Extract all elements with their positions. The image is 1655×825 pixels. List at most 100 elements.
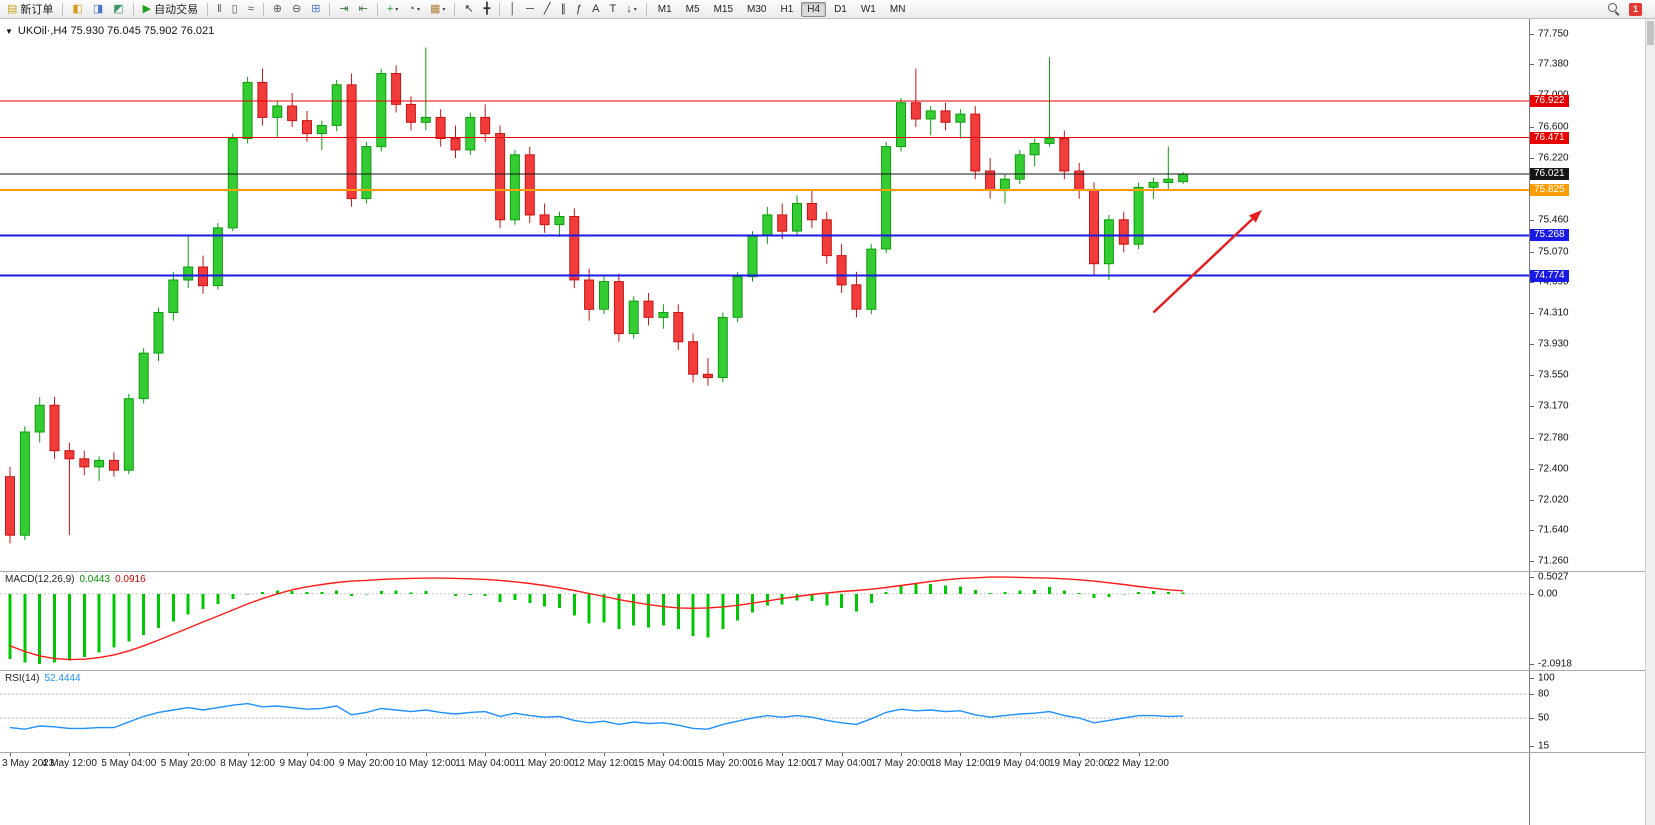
- axis-tick: [1530, 251, 1534, 253]
- panel-separator[interactable]: [0, 670, 1645, 671]
- panel-separator[interactable]: [0, 752, 1645, 753]
- crosshair-button[interactable]: ╋: [480, 0, 495, 19]
- time-tick-label: 5 May 20:00: [160, 758, 216, 769]
- timeframe-m5-button[interactable]: M5: [685, 3, 700, 15]
- chevron-down-icon: ▾: [442, 6, 446, 13]
- vertical-line-icon: │: [509, 2, 517, 15]
- text-icon: A: [592, 2, 600, 15]
- timeframe-m30-button[interactable]: M30: [747, 3, 767, 15]
- candle: [569, 216, 580, 281]
- time-tick: [307, 752, 308, 756]
- timeframe-d1-button[interactable]: D1: [834, 3, 847, 15]
- candle: [836, 255, 847, 286]
- indicators-button[interactable]: + ▾: [383, 0, 402, 19]
- candle: [376, 73, 387, 148]
- tile-windows-button[interactable]: ⊞: [307, 0, 324, 19]
- axis-tick: [1530, 468, 1534, 470]
- axis-tick: [1530, 593, 1534, 595]
- timeframe-h1-button[interactable]: H1: [780, 3, 794, 15]
- candle: [509, 154, 520, 221]
- auto-scroll-button[interactable]: ⇥: [335, 0, 352, 19]
- panel-separator[interactable]: [0, 571, 1645, 572]
- price-tick-label: 72.400: [1538, 463, 1569, 475]
- profiles-button[interactable]: ◨: [89, 0, 107, 19]
- candle: [554, 216, 565, 226]
- rsi-scale-label: 50: [1538, 712, 1550, 724]
- time-tick: [1138, 752, 1140, 756]
- vertical-line-button[interactable]: │: [505, 0, 520, 19]
- price-tick-label: 72.780: [1538, 432, 1569, 444]
- chart-shift-button[interactable]: ⇤: [355, 0, 372, 19]
- zoom-out-button[interactable]: ⊖: [288, 0, 305, 19]
- autotrading-button[interactable]: ▶ 自动交易: [139, 0, 202, 19]
- candlestick-button[interactable]: ▯: [228, 0, 242, 19]
- channel-icon: ∥: [560, 2, 567, 15]
- fibonacci-button[interactable]: ƒ: [572, 0, 586, 19]
- macd-signal-value: 0.0916: [115, 574, 146, 585]
- trend-arrow[interactable]: [1152, 210, 1262, 314]
- timeframe-mn-button[interactable]: MN: [889, 3, 906, 15]
- charts-button[interactable]: ◧: [68, 0, 86, 19]
- axis-tick: [1530, 694, 1534, 695]
- macd-main-value: 0.0443: [79, 574, 111, 585]
- candle: [64, 450, 75, 460]
- candle: [999, 178, 1010, 192]
- line-chart-button[interactable]: ≈: [244, 0, 258, 19]
- candle: [717, 316, 728, 379]
- candle: [524, 154, 535, 216]
- candle: [346, 84, 357, 200]
- scroll-thumb[interactable]: [1647, 21, 1654, 45]
- candle: [1089, 190, 1099, 265]
- timeframe-h4-button[interactable]: H4: [801, 1, 827, 17]
- toolbar-separator: [132, 2, 134, 16]
- axis-tick: [1530, 158, 1534, 159]
- axis-tick: [1530, 437, 1534, 439]
- candle: [881, 146, 892, 250]
- candle: [123, 398, 134, 471]
- chart-header: ▼ UKOil·,H4 75.930 76.045 75.902 76.021: [5, 25, 214, 37]
- price-tick-label: 71.640: [1538, 524, 1569, 536]
- templates-button[interactable]: ▦ ▾: [426, 0, 449, 19]
- periods-button[interactable]: ◔ ▾: [404, 0, 424, 19]
- bar-chart-button[interactable]: ‖: [213, 0, 226, 19]
- time-tick-label: 15 May 04:00: [633, 758, 694, 769]
- right-scroll-strip[interactable]: [1645, 19, 1655, 825]
- trendline-button[interactable]: ╱: [540, 0, 555, 19]
- rsi-value: 52.4444: [44, 673, 81, 684]
- arrows-button[interactable]: ↓ ▾: [622, 0, 641, 19]
- time-tick: [960, 752, 962, 756]
- profiles-icon: ◨: [92, 2, 104, 15]
- candle: [79, 458, 90, 468]
- autotrading-button-label: 自动交易: [154, 4, 199, 16]
- search-icon[interactable]: [1608, 3, 1620, 15]
- time-tick-label: 10 May 12:00: [395, 758, 457, 769]
- timeframe-w1-button[interactable]: W1: [860, 3, 876, 15]
- candle: [168, 279, 179, 313]
- text-button[interactable]: A: [588, 0, 603, 19]
- channel-button[interactable]: ∥: [557, 0, 571, 19]
- time-tick-label: 17 May 04:00: [811, 758, 872, 769]
- cursor-button[interactable]: ↖: [460, 0, 477, 19]
- timeframe-m1-button[interactable]: M1: [657, 3, 672, 15]
- time-axis[interactable]: 3 May 2023 4 May 12:00 5 May 04:00 5 May 20…: [0, 752, 1529, 825]
- market-watch-button[interactable]: ◩: [109, 0, 127, 19]
- price-label: 75.825: [1530, 184, 1569, 197]
- macd-scale-label: -2.0918: [1538, 658, 1572, 670]
- rsi-panel[interactable]: [0, 670, 1529, 752]
- timeframe-m15-button[interactable]: M15: [713, 3, 734, 15]
- candle: [1163, 178, 1174, 183]
- text-label-button[interactable]: T: [606, 0, 621, 19]
- price-chart[interactable]: [0, 19, 1529, 571]
- candle: [435, 116, 446, 140]
- price-axis[interactable]: 77.75077.38077.00076.60076.22075.84075.4…: [1529, 19, 1645, 825]
- toolbar-separator: [499, 2, 501, 16]
- macd-panel[interactable]: [0, 571, 1529, 670]
- zoom-in-button[interactable]: ⊕: [269, 0, 286, 19]
- new-order-button[interactable]: ▤ 新订单: [3, 0, 57, 19]
- toolbar-separator: [645, 2, 647, 16]
- rsi-scale-label: 100: [1538, 672, 1555, 684]
- candle: [316, 125, 327, 135]
- alerts-badge[interactable]: 1: [1629, 2, 1642, 16]
- horizontal-line-button[interactable]: ─: [522, 0, 538, 19]
- time-tick-label: 12 May 12:00: [573, 758, 635, 769]
